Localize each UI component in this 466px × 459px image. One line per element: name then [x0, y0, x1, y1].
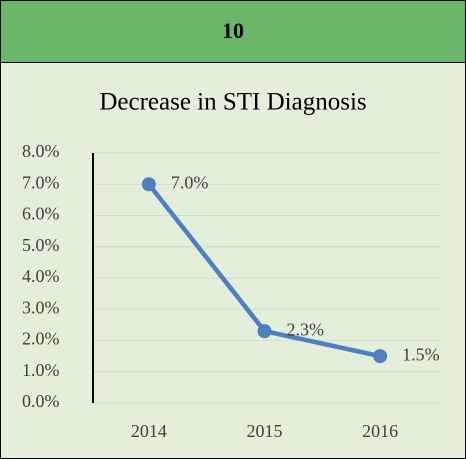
point: [373, 349, 388, 364]
y-tick-label: 8.0%: [22, 141, 60, 161]
x-tick-label: 2014: [131, 421, 167, 441]
y-tick-label: 6.0%: [22, 204, 60, 224]
x-tick-label: 2016: [362, 421, 398, 441]
y-tick-label: 7.0%: [22, 172, 60, 192]
data-label: 1.5%: [402, 344, 440, 364]
data-label: 2.3%: [287, 319, 325, 339]
y-tick-label: 0.0%: [22, 391, 60, 411]
x-tick-label: 2015: [247, 421, 283, 441]
y-tick-label: 5.0%: [22, 235, 60, 255]
card-header: [0, 0, 466, 63]
chart-title: Decrease in STI Diagnosis: [99, 89, 366, 116]
point: [257, 324, 272, 339]
y-tick-label: 2.0%: [22, 329, 60, 349]
y-tick-label: 3.0%: [22, 297, 60, 317]
point: [141, 177, 156, 192]
y-tick-label: 4.0%: [22, 266, 60, 286]
data-label: 7.0%: [171, 172, 209, 192]
y-tick-label: 1.0%: [22, 360, 60, 380]
card-title: 10: [222, 18, 244, 43]
